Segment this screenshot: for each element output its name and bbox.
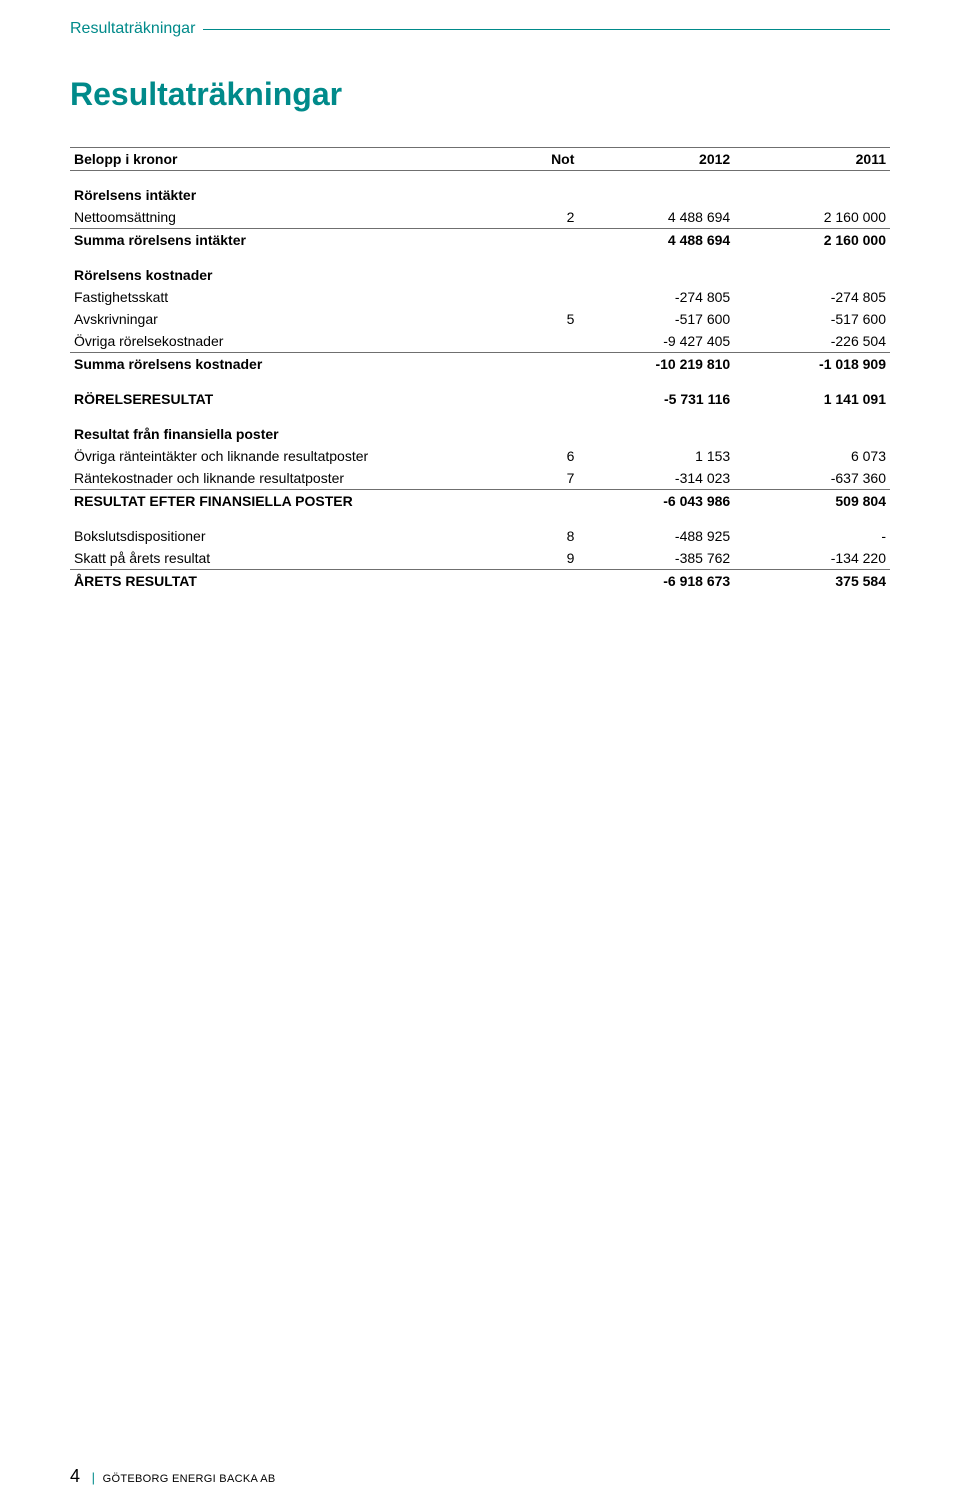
table-row: RÖRELSERESULTAT -5 731 1161 141 091: [70, 375, 890, 410]
row-y1: [578, 410, 734, 445]
row-not: [496, 410, 578, 445]
table-row: Summa rörelsens kostnader -10 219 810-1 0…: [70, 353, 890, 376]
section-header-label: Resultaträkningar: [70, 20, 195, 38]
table-row: RESULTAT EFTER FINANSIELLA POSTER -6 043 …: [70, 490, 890, 513]
row-y2: 6 073: [734, 445, 890, 467]
table-row: Avskrivningar5-517 600-517 600: [70, 308, 890, 330]
row-not: [496, 375, 578, 410]
col-header-not: Not: [496, 148, 578, 171]
row-y1: -314 023: [578, 467, 734, 490]
row-not: 9: [496, 547, 578, 570]
row-label: Rörelsens intäkter: [70, 171, 496, 207]
row-y2: 2 160 000: [734, 206, 890, 229]
table-row: Resultat från finansiella poster: [70, 410, 890, 445]
row-not: [496, 286, 578, 308]
footer-company: GÖTEBORG ENERGI BACKA AB: [103, 1473, 276, 1485]
table-row: Summa rörelsens intäkter 4 488 6942 160 0…: [70, 229, 890, 252]
row-not: 8: [496, 512, 578, 547]
row-label: Övriga ränteintäkter och liknande result…: [70, 445, 496, 467]
table-row: Övriga ränteintäkter och liknande result…: [70, 445, 890, 467]
row-y1: -6 043 986: [578, 490, 734, 513]
row-label: Summa rörelsens intäkter: [70, 229, 496, 252]
table-row: Räntekostnader och liknande resultatpost…: [70, 467, 890, 490]
row-y2: -134 220: [734, 547, 890, 570]
col-header-y2: 2011: [734, 148, 890, 171]
row-label: Bokslutsdispositioner: [70, 512, 496, 547]
row-label: Räntekostnader och liknande resultatpost…: [70, 467, 496, 490]
row-y1: [578, 251, 734, 286]
table-row: Rörelsens kostnader: [70, 251, 890, 286]
row-label: Skatt på årets resultat: [70, 547, 496, 570]
row-label: Rörelsens kostnader: [70, 251, 496, 286]
row-y2: -: [734, 512, 890, 547]
row-not: [496, 490, 578, 513]
row-label: Avskrivningar: [70, 308, 496, 330]
row-y2: -637 360: [734, 467, 890, 490]
page: Resultaträkningar Resultaträkningar Belo…: [0, 0, 960, 1509]
row-y2: [734, 410, 890, 445]
row-y2: 1 141 091: [734, 375, 890, 410]
row-label: Övriga rörelsekostnader: [70, 330, 496, 353]
row-not: 6: [496, 445, 578, 467]
row-y1: 1 153: [578, 445, 734, 467]
row-not: [496, 570, 578, 593]
row-y1: -5 731 116: [578, 375, 734, 410]
row-y2: [734, 251, 890, 286]
row-label: RÖRELSERESULTAT: [70, 375, 496, 410]
section-header-rule: [203, 29, 890, 30]
row-y1: -9 427 405: [578, 330, 734, 353]
table-header-row: Belopp i kronor Not 2012 2011: [70, 148, 890, 171]
table-row: ÅRETS RESULTAT -6 918 673375 584: [70, 570, 890, 593]
row-label: Fastighetsskatt: [70, 286, 496, 308]
table-row: Rörelsens intäkter: [70, 171, 890, 207]
row-not: 5: [496, 308, 578, 330]
row-y1: -10 219 810: [578, 353, 734, 376]
row-label: ÅRETS RESULTAT: [70, 570, 496, 593]
section-header: Resultaträkningar: [70, 20, 890, 40]
row-y2: 2 160 000: [734, 229, 890, 252]
row-y2: 509 804: [734, 490, 890, 513]
row-not: 7: [496, 467, 578, 490]
page-number: 4: [70, 1466, 80, 1486]
row-not: [496, 171, 578, 207]
row-y1: -488 925: [578, 512, 734, 547]
row-y1: -274 805: [578, 286, 734, 308]
row-y1: -6 918 673: [578, 570, 734, 593]
table-row: Skatt på årets resultat9-385 762-134 220: [70, 547, 890, 570]
row-not: [496, 353, 578, 376]
page-title: Resultaträkningar: [70, 76, 890, 113]
row-y1: -385 762: [578, 547, 734, 570]
table-row: Bokslutsdispositioner8-488 925-: [70, 512, 890, 547]
income-statement-table: Belopp i kronor Not 2012 2011 Rörelsens …: [70, 147, 890, 592]
row-not: [496, 229, 578, 252]
row-label: RESULTAT EFTER FINANSIELLA POSTER: [70, 490, 496, 513]
row-label: Nettoomsättning: [70, 206, 496, 229]
table-row: Fastighetsskatt -274 805-274 805: [70, 286, 890, 308]
table-row: Nettoomsättning24 488 6942 160 000: [70, 206, 890, 229]
row-y2: -274 805: [734, 286, 890, 308]
row-y1: 4 488 694: [578, 206, 734, 229]
row-y2: -517 600: [734, 308, 890, 330]
table-row: Övriga rörelsekostnader -9 427 405-226 50…: [70, 330, 890, 353]
row-y1: -517 600: [578, 308, 734, 330]
row-y1: 4 488 694: [578, 229, 734, 252]
row-y1: [578, 171, 734, 207]
col-header-y1: 2012: [578, 148, 734, 171]
footer-separator: |: [92, 1470, 95, 1485]
row-label: Resultat från finansiella poster: [70, 410, 496, 445]
page-footer: 4 | GÖTEBORG ENERGI BACKA AB: [70, 1466, 276, 1487]
row-not: [496, 330, 578, 353]
row-y2: 375 584: [734, 570, 890, 593]
row-y2: -226 504: [734, 330, 890, 353]
row-label: Summa rörelsens kostnader: [70, 353, 496, 376]
row-y2: -1 018 909: [734, 353, 890, 376]
col-header-label: Belopp i kronor: [70, 148, 496, 171]
row-not: 2: [496, 206, 578, 229]
row-y2: [734, 171, 890, 207]
table-body: Rörelsens intäkterNettoomsättning24 488 …: [70, 171, 890, 593]
row-not: [496, 251, 578, 286]
